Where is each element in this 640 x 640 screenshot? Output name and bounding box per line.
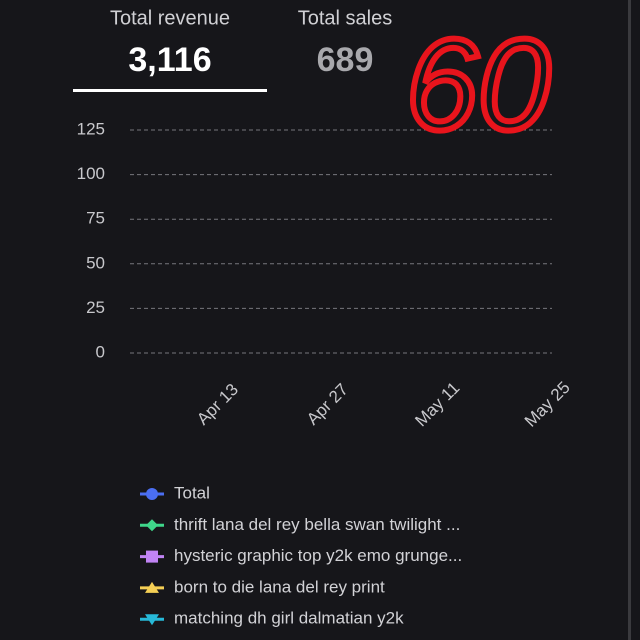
legend-marker: [146, 550, 158, 563]
legend-marker: [146, 519, 158, 532]
legend-marker: [146, 488, 158, 500]
x-tick-label: May 25: [521, 378, 574, 431]
y-tick-label: 125: [77, 119, 105, 138]
tab-underline: [73, 89, 267, 92]
tab-label[interactable]: Total sales: [298, 7, 393, 29]
legend-label: hysteric graphic top y2k emo grunge...: [174, 546, 462, 565]
x-tick-label: May 11: [411, 378, 463, 430]
scrollbar: [628, 0, 631, 640]
annotation: 60: [406, 11, 551, 157]
legend-marker: [145, 614, 159, 626]
x-tick-label: Apr 13: [193, 380, 242, 429]
x-tick-label: Apr 27: [303, 380, 352, 429]
y-tick-label: 0: [96, 342, 105, 361]
legend-label: matching dh girl dalmatian y2k: [174, 609, 404, 628]
y-tick-label: 75: [86, 209, 105, 228]
y-tick-label: 50: [86, 253, 105, 272]
legend-marker: [145, 581, 159, 593]
tab-value[interactable]: 3,116: [128, 41, 211, 79]
legend-label: born to die lana del rey print: [174, 577, 385, 596]
legend-label: Total: [174, 483, 210, 502]
legend-label: thrift lana del rey bella swan twilight …: [174, 515, 460, 534]
y-tick-label: 100: [77, 164, 105, 183]
tab-value[interactable]: 689: [317, 41, 374, 79]
y-tick-label: 25: [86, 298, 105, 317]
tab-label[interactable]: Total revenue: [110, 7, 230, 29]
